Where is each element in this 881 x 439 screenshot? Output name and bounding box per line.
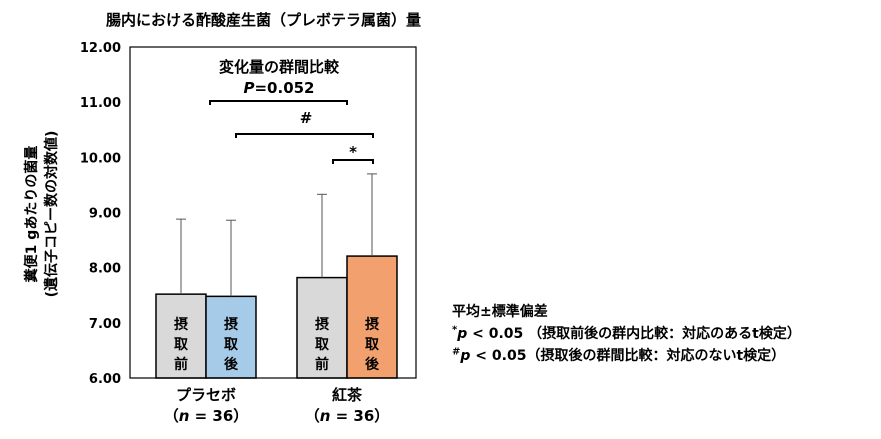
- bars: [155, 255, 398, 379]
- legend-between-group: #p < 0.05（摂取後の群間比較：対応のないt検定）: [452, 345, 785, 365]
- legend-within-p: p: [457, 326, 468, 342]
- bar: [346, 255, 398, 379]
- y-axis-label-line2: (遺伝子コピー数の対数値): [43, 131, 60, 298]
- legend-between-text: < 0.05（摂取後の群間比較：対応のないt検定）: [470, 348, 786, 364]
- bar-label: 摂取後: [365, 316, 380, 373]
- legend-within-symbol: *: [452, 324, 458, 336]
- x-category-label: 紅茶: [332, 386, 363, 404]
- y-tick-label: 7.00: [89, 317, 121, 332]
- bar: [155, 293, 207, 379]
- bar-label: 摂取後: [224, 316, 239, 373]
- y-tick-label: 8.00: [89, 262, 121, 277]
- x-axis-labels: プラセボ （n = 36） 紅茶 （n = 36）: [164, 386, 390, 425]
- legend-within-text: < 0.05 （摂取前後の群内比較：対応のあるt検定）: [467, 326, 801, 342]
- annotation-heading: 変化量の群間比較: [219, 58, 340, 76]
- y-tick-label: 6.00: [89, 372, 121, 387]
- pvalue-symbol: P: [243, 79, 254, 97]
- bar-labels: 摂取前 摂取前 摂取後 摂取後: [174, 316, 380, 373]
- x-sample-size-label: （n = 36）: [305, 407, 390, 425]
- bracket-pvalue: [209, 100, 348, 105]
- bracket-hash: [235, 133, 374, 138]
- legend-between-symbol: #: [452, 346, 461, 358]
- plot-frame: [129, 46, 417, 379]
- annotation-pvalue: P=0.052: [243, 79, 314, 97]
- pvalue-value: =0.052: [254, 79, 314, 97]
- y-tick-label: 12.00: [80, 41, 121, 56]
- bar: [296, 276, 348, 379]
- bar-label: 摂取前: [315, 316, 330, 373]
- bar-label: 摂取前: [174, 316, 189, 373]
- x-sample-size-label: （n = 36）: [164, 407, 249, 425]
- x-category-label: プラセボ: [176, 386, 236, 404]
- annotation-hash: #: [300, 109, 313, 127]
- chart-title: 腸内における酢酸産生菌（プレボテラ属菌）量: [106, 11, 421, 29]
- annotation-star: *: [349, 143, 357, 161]
- legend-mean-sd: 平均±標準偏差: [452, 304, 548, 320]
- legend-between-p: p: [460, 348, 471, 364]
- error-bars: [176, 173, 377, 297]
- y-tick-label: 9.00: [89, 207, 121, 222]
- y-tick-labels: 6.00 7.00 8.00 9.00 10.00 11.00 12.00: [80, 41, 121, 387]
- legend-within-group: *p < 0.05 （摂取前後の群内比較：対応のあるt検定）: [452, 323, 801, 343]
- y-tick-label: 11.00: [80, 96, 121, 111]
- y-axis-label-line1: 糞便1 gあたりの菌量: [23, 146, 40, 284]
- bracket-star: [332, 159, 374, 164]
- y-tick-label: 10.00: [80, 151, 121, 166]
